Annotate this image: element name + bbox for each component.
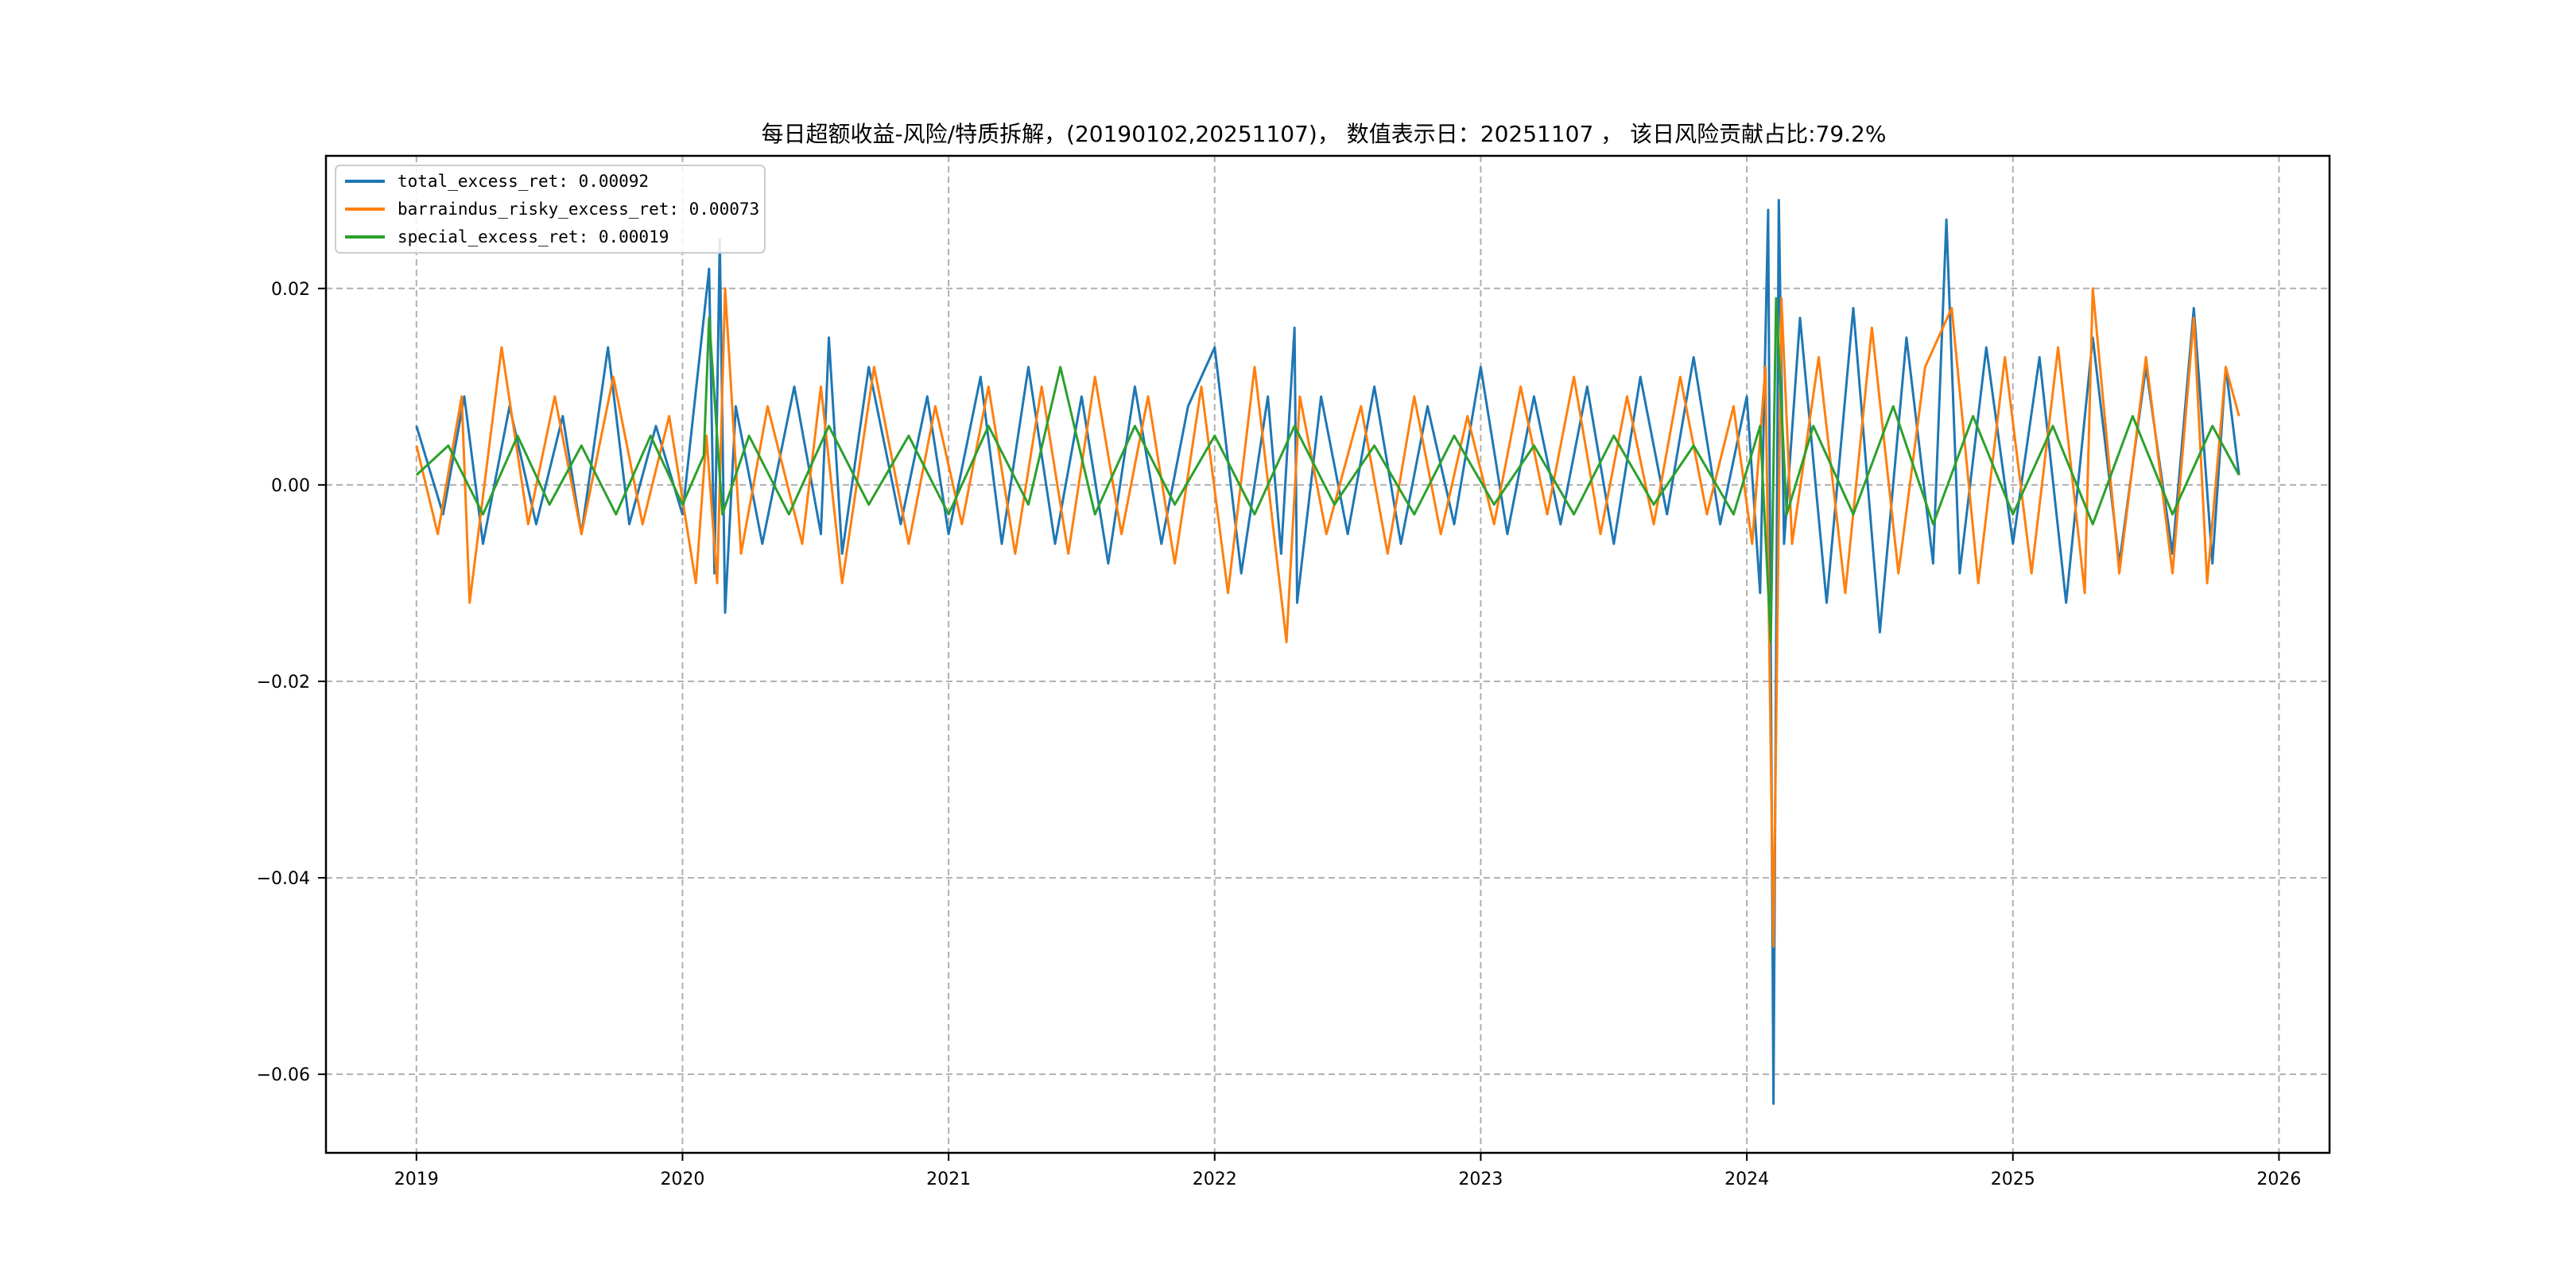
series-line-barraindus_risky_excess_ret: [415, 287, 2240, 949]
y-tick-label: 0.02: [271, 280, 310, 300]
legend-label-total_excess_ret: total_excess_ret: 0.00092: [398, 172, 649, 191]
series-line-total_excess_ret: [415, 199, 2240, 1105]
y-tick-label: −0.06: [257, 1065, 310, 1085]
y-tick-label: −0.02: [257, 673, 310, 692]
x-tick-label: 2021: [926, 1170, 971, 1189]
series-layer: [415, 199, 2240, 1105]
x-tick-label: 2019: [394, 1170, 439, 1189]
y-tick-label: 0.00: [271, 476, 310, 496]
legend: total_excess_ret: 0.00092 barraindus_risk…: [335, 165, 766, 254]
plot-frame: [324, 154, 2331, 1154]
legend-label-barraindus_risky_excess_ret: barraindus_risky_excess_ret: 0.00073: [398, 200, 759, 219]
legend-label-special_excess_ret: special_excess_ret: 0.00019: [398, 227, 669, 246]
series-line-special_excess_ret: [415, 297, 2240, 644]
grid-layer: [326, 156, 2330, 1153]
tick-layer: 2019 2020 2021 2022 2023 2024 2025 2026 0.02 0.00…: [257, 280, 2302, 1189]
legend-box: [335, 165, 766, 254]
y-tick-label: −0.04: [257, 869, 310, 889]
x-tick-label: 2020: [660, 1170, 704, 1189]
x-tick-label: 2022: [1193, 1170, 1237, 1189]
x-tick-label: 2025: [1991, 1170, 2035, 1189]
x-tick-label: 2026: [2256, 1170, 2301, 1189]
x-tick-label: 2023: [1458, 1170, 1503, 1189]
chart-title: 每日超额收益-风险/特质拆解，(20190102,20251107)， 数值表示…: [762, 121, 1887, 147]
x-tick-label: 2024: [1724, 1170, 1769, 1189]
